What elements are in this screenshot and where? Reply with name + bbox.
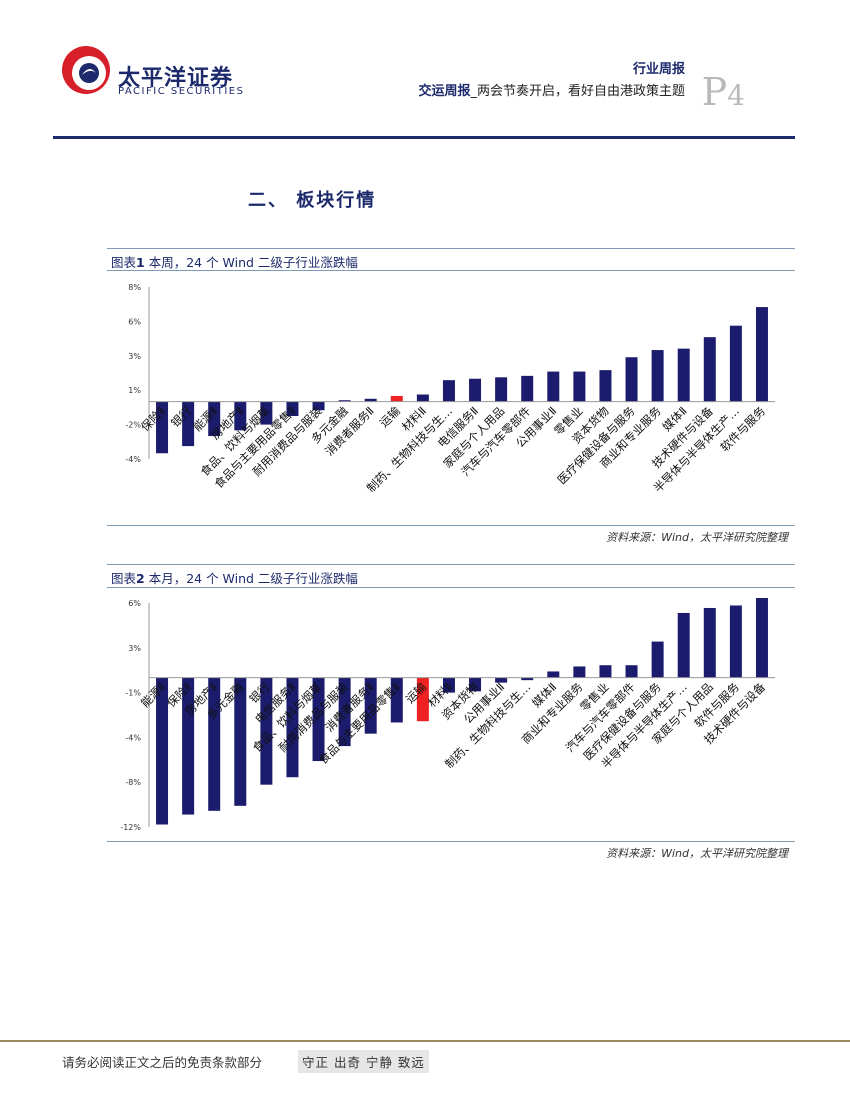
chart1-bar [547, 371, 560, 402]
chart2-bar [469, 677, 482, 692]
chart2-bar [547, 671, 560, 678]
chart2-bar [755, 598, 768, 678]
page-number-value: 4 [727, 79, 745, 112]
chart1-bar [469, 378, 482, 402]
chart2-bar [729, 605, 742, 678]
chart2-bar [260, 677, 273, 785]
chart2-bar [416, 677, 429, 722]
chart2-bar [677, 612, 690, 678]
chart1-y-tick-label: -4% [125, 455, 141, 464]
chart1-bar [390, 395, 403, 402]
chart2-bar [234, 677, 247, 806]
figure2-caption: 图表2 本月，24 个 Wind 二级子行业涨跌幅 [111, 568, 358, 587]
company-logo-icon [62, 46, 110, 94]
report-title: 交运周报_两会节奏开启，看好自由港政策主题 [418, 80, 685, 99]
chart1-bar [260, 401, 273, 425]
chart2-y-tick-label: -8% [125, 778, 141, 787]
chart1-bar [364, 398, 377, 402]
chart2-y-tick-label: 6% [128, 599, 141, 608]
figure2-source: 资料来源：Wind，太平洋研究院整理 [606, 847, 788, 860]
figure1-source: 资料来源：Wind，太平洋研究院整理 [606, 531, 788, 544]
chart1-bar [651, 350, 664, 402]
chart2-bar [156, 677, 169, 825]
footer-disclaimer: 请务必阅读正文之后的免责条款部分 [62, 1055, 263, 1070]
footer-rule [0, 1040, 850, 1042]
chart1-bar [521, 375, 534, 402]
figure1-caption-num: 1 [136, 255, 145, 270]
chart2-bar [286, 677, 299, 778]
chart1-bar [234, 401, 247, 431]
chart1-bar [495, 377, 508, 402]
chart2-bar [651, 641, 664, 678]
chart2-bar [208, 677, 221, 811]
chart1-y-tick-label: 1% [128, 386, 141, 395]
chart2-y-tick-label: -12% [120, 823, 141, 832]
chart1-bar [599, 370, 612, 402]
figure2-caption-rule [107, 587, 795, 588]
chart1-bar [182, 401, 195, 447]
header-rule [53, 136, 795, 139]
chart1-bar [286, 401, 299, 416]
figure1-caption-prefix: 图表 [111, 255, 137, 270]
chart1-bar [338, 400, 351, 402]
page-number: P4 [702, 70, 745, 114]
chart1-y-tick-label: 8% [128, 283, 141, 292]
report-type: 行业周报 [632, 62, 685, 77]
chart1-bar [677, 348, 690, 402]
chart1-bar [416, 394, 429, 402]
chart1-bar [703, 337, 716, 402]
figure2-caption-num: 2 [136, 571, 145, 586]
chart1-bar [156, 401, 169, 454]
figure1-caption-rule [107, 270, 795, 271]
chart2-bar [599, 665, 612, 678]
chart2-bar [364, 677, 377, 734]
figure1-bottom-rule [107, 525, 795, 526]
chart2-bar [182, 677, 195, 815]
chart2-bar [390, 677, 403, 723]
chart2-bar [338, 677, 351, 747]
report-title-bold: 交运周报 [418, 84, 471, 99]
chart2-bar [573, 666, 586, 678]
chart1-bar [625, 357, 638, 402]
figure1-top-rule [107, 248, 795, 249]
footer-motto: 守正 出奇 宁静 致远 [298, 1050, 429, 1073]
report-title-rest: _两会节奏开启，看好自由港政策主题 [470, 84, 685, 99]
chart1-bar [755, 307, 768, 402]
chart2-bar [703, 607, 716, 678]
chart2-y-tick-label: -4% [125, 733, 141, 742]
page-label: P [701, 70, 728, 114]
figure1-bar-chart: 8%6%3%1%-2%-4%保险Ⅱ 银行能源Ⅱ房地产Ⅱ食品、饮料与烟草食品与主要用… [125, 283, 775, 495]
chart2-bar [625, 665, 638, 678]
chart1-y-tick-label: 3% [128, 352, 141, 361]
figure2-bottom-rule [107, 841, 795, 842]
chart1-bar [573, 371, 586, 402]
chart2-bar [312, 677, 325, 762]
figure1-caption-text: 本周，24 个 Wind 二级子行业涨跌幅 [144, 255, 358, 270]
figure2-caption-text: 本月，24 个 Wind 二级子行业涨跌幅 [144, 571, 358, 586]
chart2-bar [495, 677, 508, 683]
chart1-bar [312, 401, 325, 411]
chart1-bar [208, 401, 221, 437]
chart2-bar [521, 677, 534, 681]
brand-name-en: PACIFIC SECURITIES [118, 86, 245, 97]
section-heading: 二、 板块行情 [248, 190, 377, 211]
figure2-top-rule [107, 564, 795, 565]
brand-name-cn: 太平洋证券 [118, 66, 234, 91]
chart2-bar [442, 677, 455, 693]
chart1-bar [442, 380, 455, 402]
chart1-y-tick-label: -2% [125, 421, 141, 430]
figure2-caption-prefix: 图表 [111, 571, 137, 586]
chart1-bar [729, 325, 742, 402]
figure1-caption: 图表1 本周，24 个 Wind 二级子行业涨跌幅 [111, 252, 358, 271]
chart2-y-tick-label: -1% [125, 689, 141, 698]
chart1-y-tick-label: 6% [128, 317, 141, 326]
chart2-y-tick-label: 3% [128, 644, 141, 653]
chart1-category-label: 运输 [377, 404, 404, 431]
